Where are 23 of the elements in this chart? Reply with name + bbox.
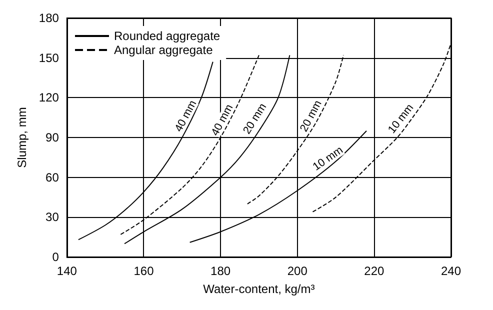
- annotation: 40 mm: [172, 98, 200, 134]
- y-tick-label: 30: [46, 210, 60, 224]
- annotation: 20 mm: [241, 101, 270, 136]
- annotation: 10 mm: [386, 102, 416, 136]
- y-tick-label: 120: [38, 90, 60, 105]
- y-tick-label: 60: [46, 170, 60, 184]
- x-tick-label: 200: [287, 264, 308, 278]
- legend-label: Rounded aggregate: [114, 29, 220, 43]
- y-tick-label: 150: [38, 50, 60, 65]
- x-tick-label: 140: [56, 264, 78, 278]
- annotation: 20 mm: [298, 98, 324, 134]
- y-tick-label: 0: [52, 250, 60, 264]
- y-tick-label: 90: [46, 130, 60, 144]
- annotation: 40 mm: [209, 102, 236, 138]
- y-axis-title: Slump, mm: [15, 107, 29, 168]
- annotation: 10 mm: [310, 144, 346, 174]
- legend-label: Angular aggregate: [114, 43, 214, 57]
- x-tick-label: 180: [210, 264, 231, 278]
- y-tick-label: 180: [38, 11, 60, 25]
- x-tick-label: 160: [134, 264, 154, 278]
- x-tick-label: 240: [440, 264, 462, 278]
- x-axis-title: Water-content, kg/m³: [203, 282, 315, 296]
- x-tick-label: 220: [364, 264, 385, 278]
